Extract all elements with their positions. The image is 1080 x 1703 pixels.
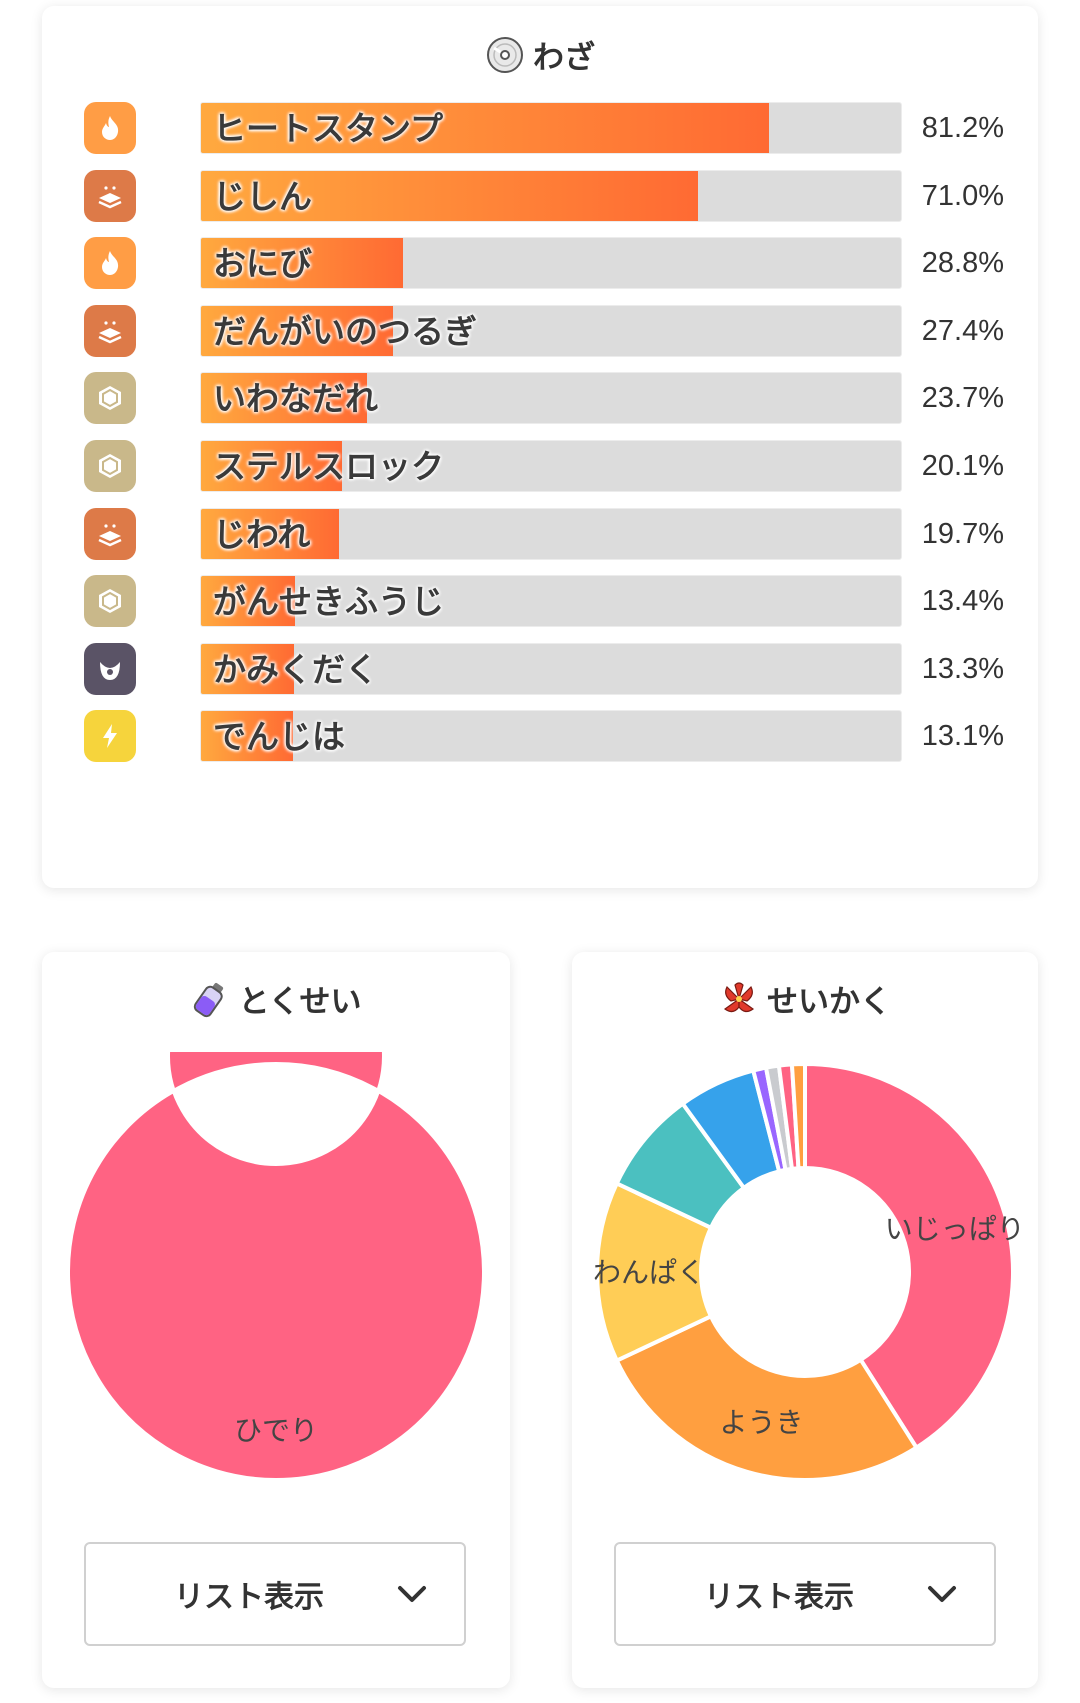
move-usage-bar-fill [201,508,339,559]
move-usage-bar-fill [201,643,295,694]
move-name: でんじは [213,717,345,757]
potion-icon [194,982,224,1017]
move-usage-bar-fill [201,305,393,356]
move-usage-bar: じわれ [200,507,902,560]
move-percent: 23.7% [921,382,1004,415]
move-row[interactable]: ステルスロック 20.1% [84,440,1004,492]
ability-title: とくせい [42,976,510,1021]
move-name: おにび [213,244,312,284]
chevron-down-icon [398,1586,426,1602]
dark-type-icon [84,642,136,695]
move-percent: 20.1% [921,450,1004,482]
move-usage-bar-fill [201,238,403,289]
flower-icon [723,981,755,1012]
move-usage-bar: ヒートスタンプ [200,102,902,154]
ability-slice-label: ひでり [234,1414,318,1447]
move-usage-bar-fill [201,576,295,627]
rock-type-icon [84,440,136,492]
move-usage-bar-fill [201,373,367,424]
move-percent: 13.3% [921,652,1004,685]
move-usage-bar: いわなだれ [200,372,902,425]
move-usage-bar: ステルスロック [200,440,902,492]
move-percent: 81.2% [921,112,1004,144]
nature-slice-label: わんぱく [593,1256,705,1289]
moves-title-text: わざ [533,40,595,76]
move-row[interactable]: じわれ 19.7% [84,507,1004,560]
disc-icon [487,36,523,73]
nature-slice[interactable] [789,1061,807,1171]
move-name: じしん [213,176,312,216]
move-usage-bar-fill [201,170,698,221]
move-usage-bar: でんじは [200,710,902,763]
move-usage-bar: じしん [200,169,902,222]
move-percent: 71.0% [921,179,1004,212]
move-name: かみくだく [213,649,378,689]
move-percent: 28.8% [921,247,1004,280]
move-name: がんせきふうじ [213,582,444,622]
ground-type-icon [84,304,136,357]
ability-slice[interactable] [66,1052,486,1482]
ground-type-icon [84,507,136,560]
ability-list-view-label: リスト表示 [174,1580,324,1615]
move-row[interactable]: かみくだく 13.3% [84,642,1004,695]
move-percent: 13.1% [921,720,1004,753]
move-name: ステルスロック [213,447,444,486]
ability-card: とくせい ひでり リスト表示 [42,952,510,1688]
move-row[interactable]: ヒートスタンプ 81.2% [84,102,1004,154]
move-row[interactable]: いわなだれ 23.7% [84,372,1004,425]
nature-list-view-label: リスト表示 [704,1580,854,1615]
move-usage-bar-fill [201,441,342,491]
move-percent: 13.4% [921,585,1004,618]
move-row[interactable]: じしん 71.0% [84,169,1004,222]
nature-slice-label: いじっぱり [885,1212,1025,1245]
moves-title: わざ [42,32,1038,77]
move-usage-bar: かみくだく [200,642,902,695]
move-usage-bar: だんがいのつるぎ [200,304,902,357]
fire-type-icon [84,237,136,290]
move-percent: 19.7% [921,517,1004,550]
chevron-down-icon [928,1586,956,1602]
move-row[interactable]: でんじは 13.1% [84,710,1004,763]
move-usage-bar-fill [201,103,770,153]
nature-list-view-button[interactable]: リスト表示 [614,1542,996,1646]
move-name: ヒートスタンプ [213,109,444,148]
move-usage-bar-fill [201,711,293,762]
nature-slice[interactable] [803,1061,1015,1451]
nature-slice[interactable] [595,1180,714,1364]
rock-type-icon [84,372,136,425]
electric-type-icon [84,710,136,763]
rock-type-icon [84,575,136,628]
move-percent: 27.4% [921,314,1004,347]
moves-card: わざ ヒートスタンプ 81.2% じしん 71.0% おにび 28.8% だんがいのつるぎ 2… [42,6,1038,888]
ability-donut-chart[interactable]: ひでり [42,1052,510,1492]
ability-title-text: とくせい [238,984,362,1020]
nature-title: せいかく [572,976,1038,1021]
move-row[interactable]: だんがいのつるぎ 27.4% [84,304,1004,357]
move-row[interactable]: がんせきふうじ 13.4% [84,575,1004,628]
move-name: だんがいのつるぎ [213,311,477,351]
nature-slice[interactable] [614,1313,920,1482]
nature-card: せいかく いじっぱりようき わんぱく リスト表示 [572,952,1038,1688]
ability-list-view-button[interactable]: リスト表示 [84,1542,466,1646]
nature-title-text: せいかく [767,984,891,1020]
move-row[interactable]: おにび 28.8% [84,237,1004,290]
fire-type-icon [84,102,136,154]
move-name: じわれ [213,514,311,554]
move-usage-bar: おにび [200,237,902,290]
ground-type-icon [84,169,136,222]
move-name: いわなだれ [213,379,378,419]
nature-slice-label: ようき [719,1406,803,1439]
move-usage-bar: がんせきふうじ [200,575,902,628]
